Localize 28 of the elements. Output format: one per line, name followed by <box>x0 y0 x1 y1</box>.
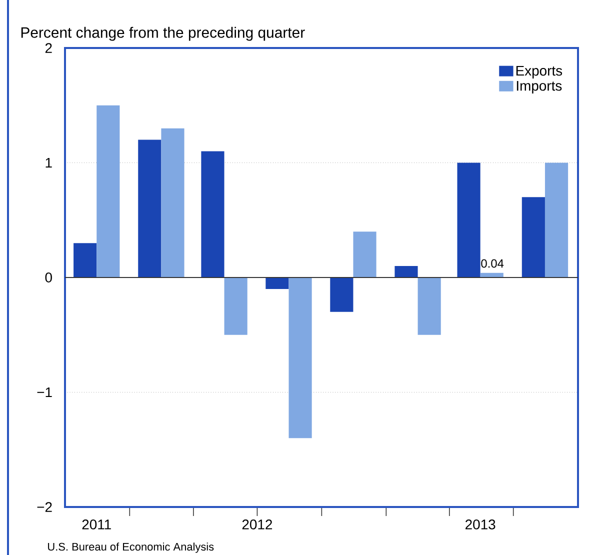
bar <box>457 162 480 278</box>
bar <box>161 128 184 278</box>
y-tick-label: −2 <box>37 502 52 512</box>
bar <box>138 140 162 278</box>
y-tick-label: 2 <box>45 43 52 53</box>
text: U.S. Bureau of Economic Analysis <box>48 542 214 553</box>
bar <box>353 232 376 278</box>
bar <box>224 278 248 335</box>
x-tick-label: 2011 <box>82 520 111 530</box>
x-tick-label: 2013 <box>466 520 496 530</box>
y-tick-label: −1 <box>37 387 52 398</box>
bar <box>201 151 224 278</box>
bar <box>74 243 97 278</box>
legend-label: Imports <box>516 81 562 94</box>
legend-label: Exports <box>516 66 562 78</box>
data-label: 0.04 <box>481 259 504 268</box>
bar <box>418 278 441 335</box>
bar <box>544 162 568 278</box>
bar <box>96 105 120 278</box>
bar <box>266 278 289 289</box>
bar <box>394 266 418 278</box>
x-tick-label: 2012 <box>242 520 272 530</box>
y-axis-title: Percent change from the preceding quarter <box>21 26 305 41</box>
y-tick-label: 1 <box>46 158 52 168</box>
bar <box>288 278 312 438</box>
bar <box>330 278 354 312</box>
bar <box>522 197 545 278</box>
y-tick-label: 0 <box>45 272 52 282</box>
